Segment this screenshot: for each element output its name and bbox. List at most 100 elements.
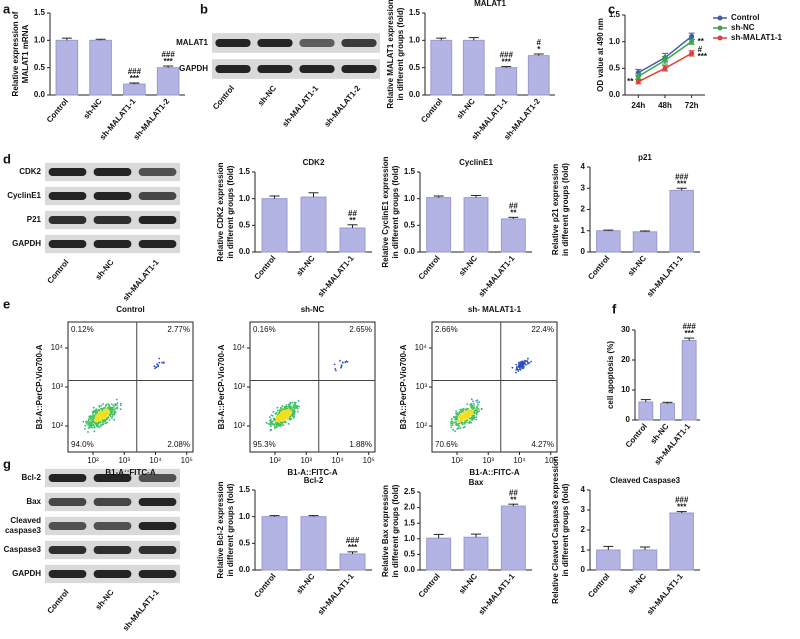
y-tick-label: 2.5 bbox=[404, 487, 416, 496]
lane-label: Control bbox=[211, 84, 236, 112]
event-dot bbox=[101, 419, 104, 422]
x-tick-label: Control bbox=[45, 97, 70, 125]
event-dot bbox=[87, 421, 89, 423]
event-dot bbox=[270, 418, 272, 421]
event-dot bbox=[518, 361, 520, 364]
event-dot bbox=[450, 426, 453, 429]
quadrant-percent: 2.08% bbox=[167, 440, 190, 449]
blot-band bbox=[93, 216, 132, 224]
event-dot bbox=[102, 421, 104, 424]
panel-letter: d bbox=[3, 151, 11, 166]
event-dot bbox=[455, 422, 458, 425]
x-tick-label: Control bbox=[417, 572, 442, 600]
event-dot bbox=[476, 399, 479, 401]
event-dot bbox=[95, 414, 97, 417]
blot-band bbox=[48, 240, 87, 248]
event-dot bbox=[458, 420, 461, 422]
flow-frame bbox=[249, 321, 376, 453]
bar bbox=[463, 536, 489, 571]
event-dot bbox=[94, 420, 97, 422]
event-dot bbox=[476, 401, 479, 404]
y-tick-label: 0.0 bbox=[609, 90, 621, 99]
significance-mark: *** bbox=[684, 329, 694, 338]
x-tick-label: 10³ bbox=[300, 456, 312, 465]
event-dot bbox=[93, 421, 96, 424]
blot-band bbox=[215, 65, 251, 73]
event-dot bbox=[85, 420, 87, 423]
event-dot bbox=[275, 424, 278, 427]
event-dot bbox=[463, 426, 466, 428]
y-tick-label: 10⁴ bbox=[233, 343, 246, 352]
event-dot bbox=[288, 418, 291, 420]
event-dot bbox=[457, 419, 460, 422]
event-dot bbox=[102, 423, 105, 426]
event-dot bbox=[155, 366, 158, 368]
event-dot bbox=[157, 364, 160, 367]
event-dot bbox=[333, 363, 336, 366]
y-axis-label: Relative Bax expression bbox=[381, 485, 390, 577]
significance-mark: # bbox=[698, 45, 703, 54]
band-label: CDK2 bbox=[19, 167, 41, 176]
y-tick-label: 0.5 bbox=[404, 220, 416, 229]
event-dot bbox=[270, 414, 273, 416]
event-dot bbox=[286, 417, 289, 419]
event-dot bbox=[478, 401, 481, 403]
flow-title: Control bbox=[116, 305, 144, 314]
y-tick-label: 0.0 bbox=[34, 90, 46, 99]
event-dot bbox=[293, 401, 296, 404]
event-dot bbox=[282, 416, 284, 419]
quadrant-percent: 0.16% bbox=[253, 325, 276, 334]
y-tick-label: 1.5 bbox=[404, 167, 416, 176]
band-label: GAPDH bbox=[12, 239, 41, 248]
event-dot bbox=[268, 416, 271, 418]
lane-label: sh-NC bbox=[256, 84, 278, 108]
event-dot bbox=[522, 364, 524, 367]
y-tick-label: 4 bbox=[581, 162, 586, 171]
event-dot bbox=[289, 415, 292, 418]
event-dot bbox=[103, 415, 105, 418]
event-dot bbox=[294, 401, 297, 404]
significance-mark: ** bbox=[349, 216, 356, 225]
blot-band bbox=[48, 216, 87, 224]
y-tick-label: 2 bbox=[581, 525, 586, 534]
series-marker bbox=[662, 65, 668, 71]
panel-letter: b bbox=[200, 1, 208, 16]
event-dot bbox=[339, 359, 341, 362]
event-dot bbox=[84, 424, 87, 427]
event-dot bbox=[161, 361, 163, 364]
band-label: GAPDH bbox=[12, 569, 41, 578]
x-tick-label: sh-NC bbox=[82, 97, 104, 121]
event-dot bbox=[273, 425, 276, 428]
event-dot bbox=[480, 407, 483, 410]
panel-letter: c bbox=[608, 1, 615, 16]
event-dot bbox=[459, 427, 462, 429]
event-dot bbox=[515, 363, 518, 366]
event-dot bbox=[102, 418, 105, 420]
y-axis-label: B3-A::PerCP-Vio700-A bbox=[35, 344, 44, 429]
y-tick-label: 10 bbox=[621, 385, 630, 394]
event-dot bbox=[283, 412, 286, 415]
event-dot bbox=[95, 408, 98, 411]
event-dot bbox=[119, 404, 122, 407]
flow-frame bbox=[67, 321, 194, 453]
event-dot bbox=[105, 418, 108, 421]
significance-mark: ** bbox=[627, 77, 634, 86]
panel-letter: e bbox=[3, 296, 10, 311]
blot-band bbox=[48, 546, 87, 554]
event-dot bbox=[267, 422, 270, 425]
event-dot bbox=[277, 416, 280, 418]
quadrant-percent: 2.77% bbox=[167, 325, 190, 334]
bar bbox=[426, 197, 452, 253]
blot-band bbox=[138, 168, 177, 176]
significance-mark: *** bbox=[130, 74, 140, 83]
y-tick-label: 2.0 bbox=[404, 503, 416, 512]
x-tick-label: Control bbox=[419, 97, 444, 125]
event-dot bbox=[344, 361, 347, 364]
event-dot bbox=[292, 405, 295, 408]
y-tick-label: 0.0 bbox=[409, 90, 421, 99]
event-dot bbox=[269, 420, 272, 422]
event-dot bbox=[472, 402, 475, 405]
event-dot bbox=[475, 413, 478, 416]
event-dot bbox=[105, 405, 107, 407]
